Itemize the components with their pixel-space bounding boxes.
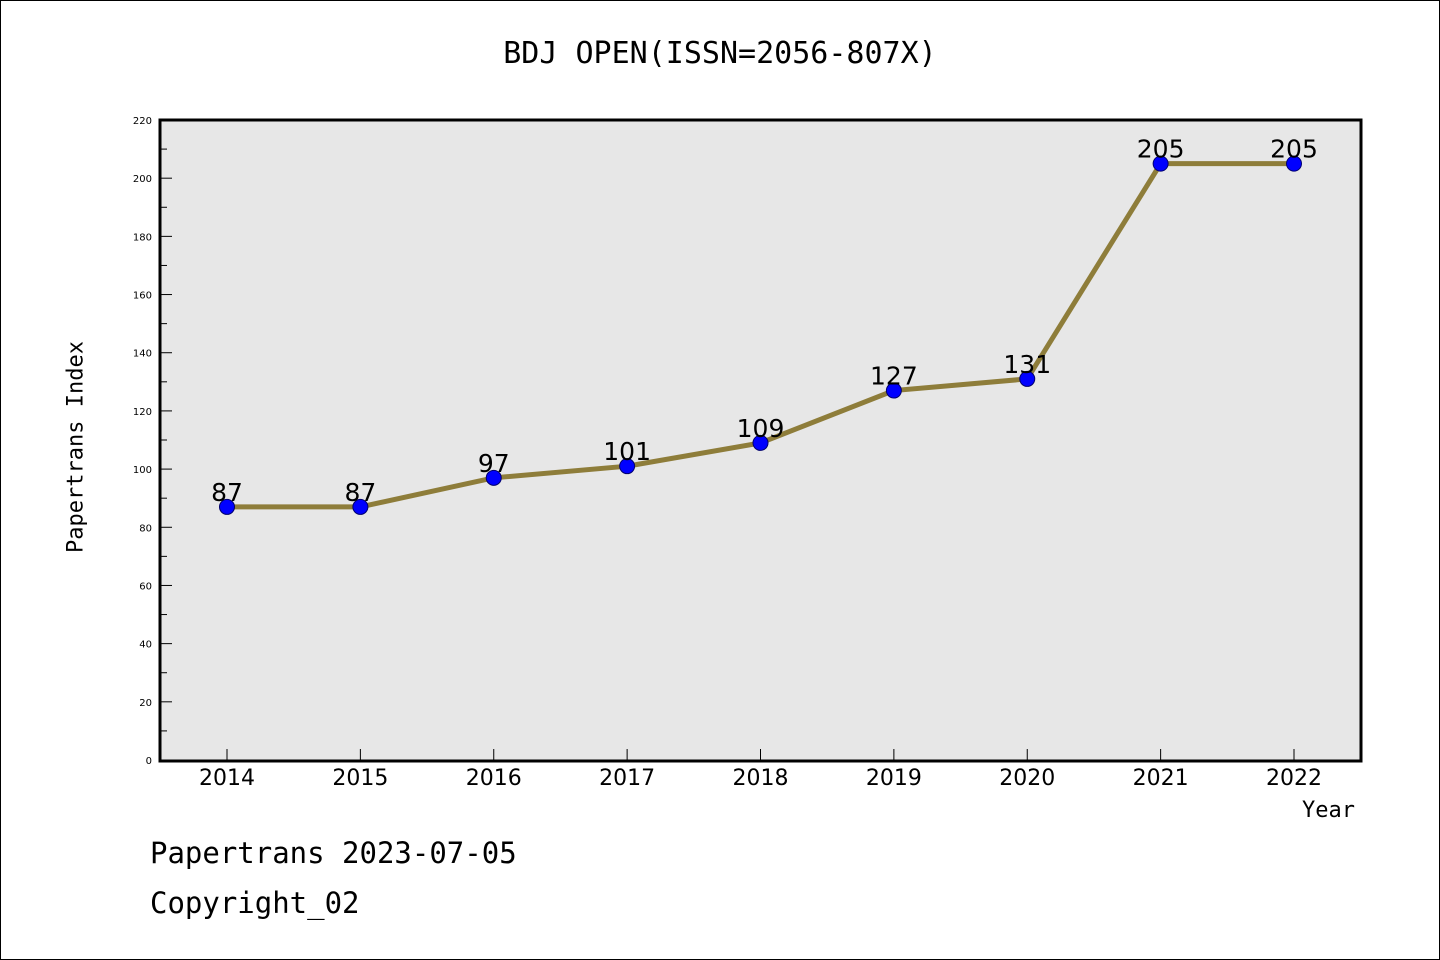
data-point — [219, 498, 235, 515]
footer-copyright: Copyright_02 — [150, 886, 360, 920]
y-tick-label: 100 — [133, 465, 152, 476]
data-point — [1286, 155, 1302, 172]
data-label: 87 — [344, 478, 376, 507]
data-point — [619, 458, 636, 475]
data-label: 101 — [603, 437, 651, 466]
y-tick-label: 60 — [139, 581, 152, 592]
x-axis-label: Year — [1302, 798, 1355, 823]
y-axis-ticks: 0 20 40 60 80 100 120 140 160 180 200 220 — [133, 116, 172, 767]
y-tick-label: 20 — [139, 698, 152, 709]
y-tick-label: 200 — [133, 174, 152, 185]
data-markers — [219, 155, 1302, 515]
x-tick-label: 2015 — [332, 766, 388, 791]
y-tick-label: 140 — [133, 349, 152, 360]
data-label: 87 — [211, 478, 243, 507]
data-point — [1019, 370, 1036, 387]
data-point — [752, 434, 769, 451]
y-tick-label: 120 — [133, 407, 152, 418]
y-tick-label: 160 — [133, 291, 152, 302]
chart-title: BDJ OPEN(ISSN=2056-807X) — [503, 36, 937, 71]
footer-date: Papertrans 2023-07-05 — [150, 836, 517, 870]
y-axis-label: Papertrans Index — [63, 341, 89, 553]
x-tick-label: 2014 — [199, 766, 255, 791]
data-label: 205 — [1137, 135, 1185, 164]
data-point — [1152, 155, 1169, 172]
data-label: 205 — [1270, 135, 1318, 164]
x-tick-label: 2020 — [999, 766, 1055, 791]
data-label: 131 — [1003, 350, 1051, 379]
data-labels: 87 87 97 101 109 127 131 205 205 — [211, 135, 1318, 507]
y-tick-label: 80 — [139, 523, 152, 534]
y-tick-label: 180 — [133, 232, 152, 243]
data-point — [485, 469, 502, 486]
x-tick-label: 2022 — [1266, 766, 1322, 791]
y-tick-label: 220 — [133, 116, 152, 127]
y-tick-label: 0 — [146, 756, 152, 767]
x-tick-label: 2019 — [866, 766, 922, 791]
x-axis-ticks: 2014 2015 2016 2017 2018 2019 2020 2021 2022 — [199, 749, 1322, 791]
x-tick-label: 2021 — [1133, 766, 1189, 791]
x-tick-label: 2017 — [599, 766, 655, 791]
data-label: 109 — [737, 414, 785, 443]
data-point — [352, 498, 369, 515]
data-label: 127 — [870, 362, 918, 391]
x-tick-label: 2018 — [733, 766, 789, 791]
data-label: 97 — [478, 449, 510, 478]
y-tick-label: 40 — [139, 640, 152, 651]
data-point — [885, 382, 902, 399]
x-tick-label: 2016 — [466, 766, 522, 791]
